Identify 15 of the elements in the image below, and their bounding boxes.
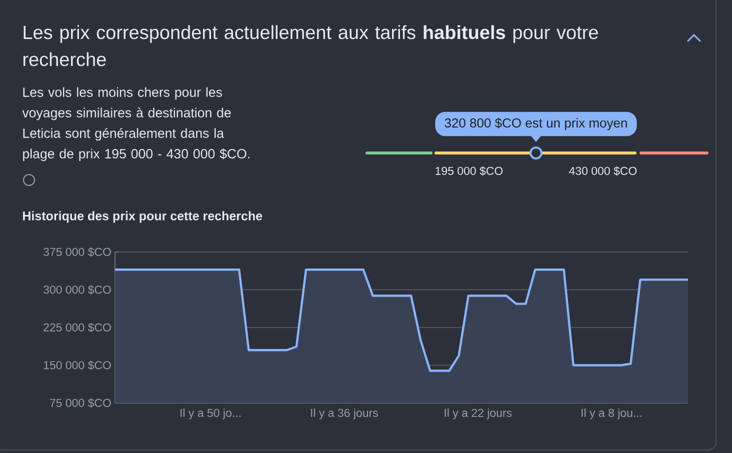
y-tick-label: 225 000 $CO [44, 322, 111, 332]
x-tick-label: Il y a 36 jours [311, 408, 378, 420]
text: Historique des prix pour cette recherche [23, 211, 262, 223]
y-tick-label: 300 000 $CO [44, 285, 111, 294]
x-tick-label: Il y a 22 jours [444, 408, 512, 420]
chart-subtitle: Les vols les moins chers pour les voyages similaires à destination de Leticia sont généralement dans la plage de prix 195 000 - 430 000 $CO. [22, 87, 250, 162]
chart-title: Les prix correspondent actuellement aux tarifs habituels pour votre recherche [23, 25, 598, 66]
y-tick-label: 75 000 $CO [50, 398, 111, 408]
y-tick-label: 375 000 $CO [44, 247, 111, 257]
text: 430 000 $CO [569, 166, 637, 176]
x-tick-label: Il y a 50 jo... [180, 408, 240, 420]
text: 195 000 $CO [436, 166, 503, 176]
x-tick-label: Il y a 8 jou... [582, 408, 642, 420]
text: 320 800 $CO est un prix moyen [444, 118, 627, 130]
y-tick-label: 150 000 $CO [44, 360, 111, 370]
